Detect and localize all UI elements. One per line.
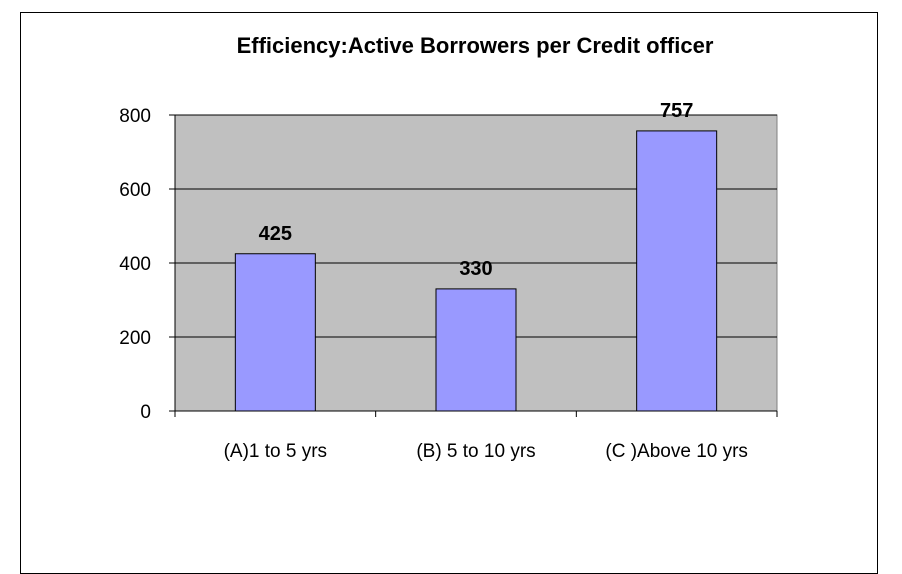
chart-title: Efficiency:Active Borrowers per Credit o… [237, 33, 714, 58]
bar [234, 253, 316, 412]
y-tick-label: 0 [140, 402, 151, 423]
y-tick-label: 400 [119, 254, 151, 275]
y-tick-label: 800 [119, 106, 151, 127]
bar [636, 130, 718, 412]
y-tick-label: 200 [119, 328, 151, 349]
y-tick-label: 600 [119, 180, 151, 201]
category-label: (B) 5 to 10 yrs [416, 441, 535, 462]
bar [435, 288, 517, 412]
category-label: (C )Above 10 yrs [605, 441, 748, 462]
category-label: (A)1 to 5 yrs [224, 441, 327, 462]
data-label: 425 [259, 223, 292, 245]
data-label: 330 [459, 258, 492, 280]
data-label: 757 [660, 100, 693, 122]
